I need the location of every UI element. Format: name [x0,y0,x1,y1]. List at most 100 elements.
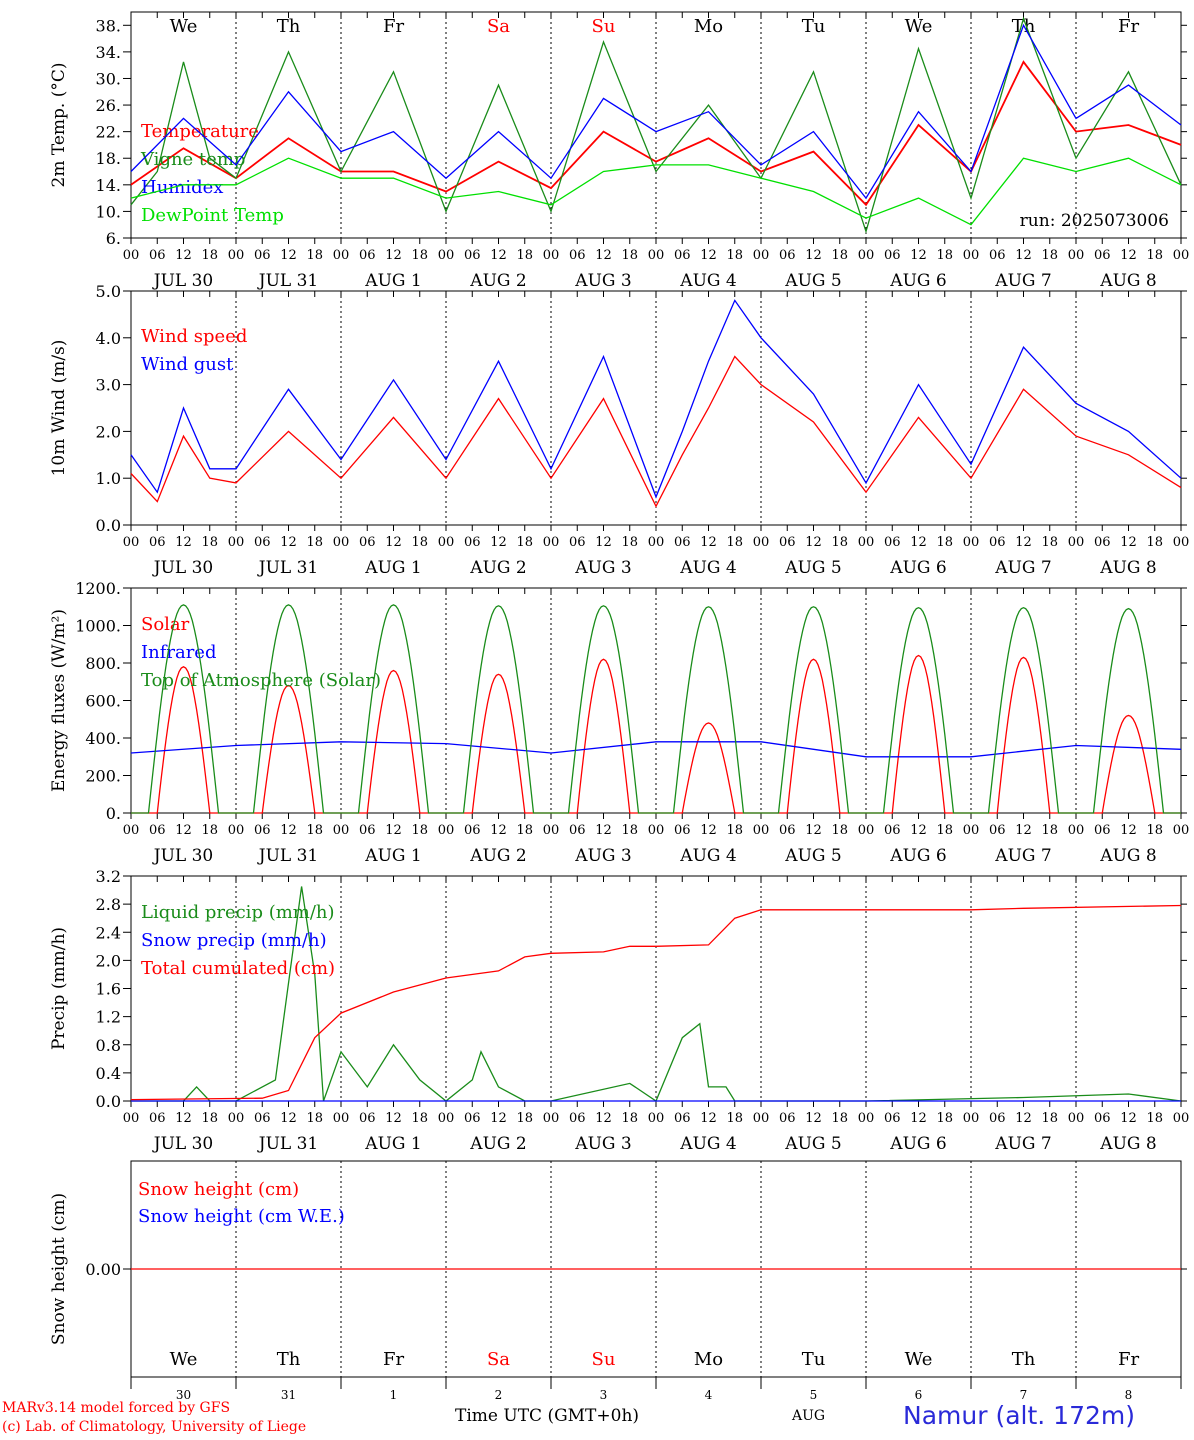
day-name: Th [277,1349,301,1370]
x-date-label: JUL 31 [257,1134,318,1154]
x-hour-label: 12 [595,248,612,263]
x-hour-label: 00 [858,1111,875,1126]
x-hour-label: 00 [123,248,140,263]
y-tick-label: 38. [96,16,121,35]
y-tick-label: 0.00 [85,1260,121,1279]
x-hour-label: 12 [1015,535,1032,550]
x-hour-label: 12 [175,248,192,263]
x-hour-label: 00 [963,1111,980,1126]
x-date-label: AUG 5 [784,271,841,291]
x-hour-label: 18 [306,823,323,838]
x-hour-label: 00 [1173,535,1190,550]
x-hour-label: 18 [1146,535,1163,550]
x-date-label: AUG 7 [994,1134,1051,1154]
x-hour-label: 18 [1041,1111,1058,1126]
x-date-label: AUG 3 [574,271,631,291]
day-number: 7 [1020,1388,1028,1402]
x-hour-label: 06 [779,823,796,838]
day-name: Fr [1118,16,1139,37]
x-hour-label: 00 [1173,823,1190,838]
x-hour-label: 00 [228,535,245,550]
x-date-label: AUG 6 [889,846,946,866]
x-hour-label: 18 [936,248,953,263]
x-hour-label: 06 [989,1111,1006,1126]
panel-3: 0. 200. 400. 600. 800. 1000. 1200. Energy fluxe… [49,579,1189,866]
x-hour-label: 06 [779,248,796,263]
x-hour-label: 00 [753,248,770,263]
day-name: Fr [383,1349,404,1370]
x-date-label: AUG 6 [889,271,946,291]
y-tick-label: 1200. [75,579,121,598]
x-hour-label: 06 [779,1111,796,1126]
panel-5: 0.00 Snow height (cm) We 30 Th 31 Fr 1 Sa 2 Su 3 Mo 4… [49,1160,1187,1402]
x-hour-label: 06 [989,248,1006,263]
x-date-label: AUG 2 [469,271,526,291]
series-line [130,741,1182,758]
x-hour-label: 06 [1094,248,1111,263]
series-line [131,604,1181,814]
x-date-label: AUG 8 [1099,846,1156,866]
day-number: 6 [915,1388,923,1402]
x-date-label: JUL 30 [152,271,213,291]
x-hour-label: 06 [359,1111,376,1126]
x-hour-label: 18 [1146,248,1163,263]
y-tick-label: 1.2 [96,1008,121,1027]
x-hour-label: 00 [438,823,455,838]
x-hour-label: 00 [963,248,980,263]
x-hour-label: 18 [201,535,218,550]
x-date-label: AUG 3 [574,846,631,866]
x-hour-label: 18 [936,823,953,838]
x-hour-label: 00 [438,1111,455,1126]
day-number: 8 [1125,1388,1133,1402]
y-tick-label: 0.0 [96,1092,121,1111]
x-hour-label: 06 [359,823,376,838]
x-hour-label: 00 [333,248,350,263]
x-hour-label: 00 [228,1111,245,1126]
day-number: 4 [705,1388,713,1402]
plot-frame [130,11,1182,239]
x-date-label: AUG 6 [889,1134,946,1154]
x-date-label: AUG 1 [364,271,421,291]
legend-entry: Snow precip (mm/h) [141,930,327,951]
location-label: Namur (alt. 172m) [903,1401,1135,1430]
x-hour-label: 00 [648,823,665,838]
x-hour-label: 06 [569,823,586,838]
y-axis-label: Energy fluxes (W/m²) [49,609,69,792]
x-hour-label: 18 [726,535,743,550]
x-hour-label: 06 [674,535,691,550]
x-hour-label: 00 [753,1111,770,1126]
y-tick-label: 0.4 [96,1064,121,1083]
x-date-label: AUG 8 [1099,271,1156,291]
x-date-label: AUG 4 [679,1134,736,1154]
x-hour-label: 00 [858,535,875,550]
x-hour-label: 18 [516,1111,533,1126]
x-hour-label: 06 [884,823,901,838]
x-hour-label: 06 [989,535,1006,550]
x-hour-label: 12 [175,1111,192,1126]
x-hour-label: 12 [175,535,192,550]
x-hour-label: 06 [359,535,376,550]
x-hour-label: 06 [884,1111,901,1126]
footer-credits: MARv3.14 model forced by GFS (c) Lab. of… [2,1399,306,1437]
x-hour-label: 00 [648,248,665,263]
x-hour-label: 18 [411,535,428,550]
x-hour-label: 12 [805,535,822,550]
y-tick-label: 0. [106,804,121,823]
day-number: 5 [810,1388,818,1402]
x-hour-label: 06 [884,248,901,263]
y-tick-label: 26. [96,96,121,115]
x-hour-label: 12 [595,1111,612,1126]
day-name: We [170,16,198,37]
x-hour-label: 12 [490,823,507,838]
x-hour-label: 12 [910,823,927,838]
x-hour-label: 18 [306,1111,323,1126]
panel-4: 0.0 0.4 0.8 1.2 1.6 2.0 2.4 2.8 3.2 Precip (mm/h)… [49,867,1189,1154]
y-tick-label: 600. [85,692,121,711]
x-hour-label: 06 [149,535,166,550]
y-tick-label: 0.0 [96,516,121,535]
x-hour-label: 00 [648,535,665,550]
x-hour-label: 18 [1041,248,1058,263]
x-hour-label: 12 [910,535,927,550]
x-date-label: AUG 2 [469,1134,526,1154]
